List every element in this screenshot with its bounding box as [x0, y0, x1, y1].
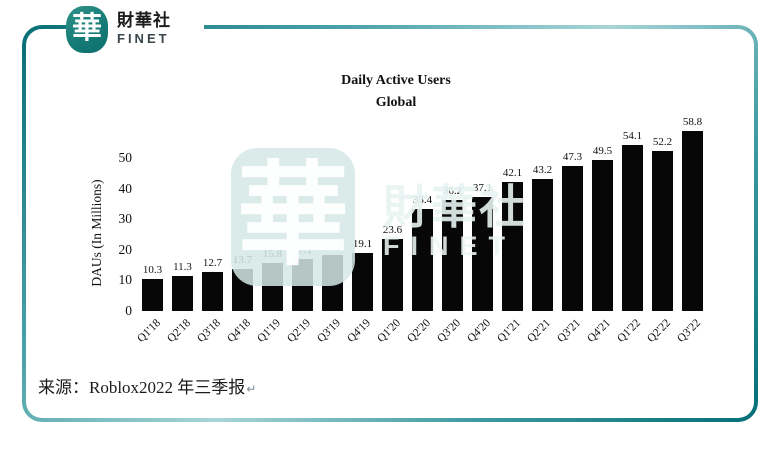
- brand-name-chinese: 財華社: [117, 10, 171, 30]
- chart-subtitle: Global: [375, 94, 417, 110]
- bar-value-label: 49.5: [592, 144, 613, 157]
- finet-logo-icon: 華: [66, 5, 108, 53]
- y-tick-label: 0: [125, 303, 132, 318]
- paragraph-return-mark: ↵: [246, 382, 257, 396]
- bar-Q2'20: [412, 208, 433, 311]
- bar-value-label: 23.6: [382, 223, 403, 236]
- watermark-brand-text: 財華社 FINET: [383, 182, 527, 262]
- bar-Q3'20: [442, 200, 463, 311]
- brand-text-block: 財華社 FINET: [117, 10, 171, 46]
- bar-value-label: 58.8: [682, 116, 703, 129]
- watermark-logo-icon: 華: [231, 148, 355, 286]
- bar-Q4'20: [472, 197, 493, 311]
- y-tick-label: 10: [118, 272, 133, 288]
- finet-brand-header: 華 財華社 FINET: [66, 1, 204, 57]
- bar-Q4'21: [592, 159, 613, 311]
- source-text: 来源：Roblox2022 年三季报: [38, 378, 246, 397]
- bar-Q1'20: [382, 238, 403, 311]
- watermark-brand-chinese: 財華社: [383, 182, 527, 233]
- bar-value-label: 11.3: [173, 261, 192, 274]
- bar-value-label: 43.2: [532, 163, 553, 176]
- bar-Q1'18: [142, 279, 163, 311]
- bar-Q2'22: [652, 151, 673, 311]
- y-tick-label: 50: [118, 150, 133, 165]
- y-tick-label: 30: [118, 211, 133, 227]
- source-caption: 来源：Roblox2022 年三季报↵: [38, 373, 256, 398]
- bar-value-label: 36.2: [442, 185, 463, 198]
- watermark-brand-english: FINET: [383, 231, 516, 262]
- bar-value-label: 42.1: [502, 167, 523, 180]
- logo-character: 華: [72, 12, 102, 45]
- y-tick-label: 40: [118, 180, 133, 196]
- brand-name-english: FINET: [117, 30, 170, 46]
- y-tick-label: 20: [118, 241, 133, 257]
- bar-Q1'22: [622, 145, 643, 311]
- bar-value-label: 47.3: [562, 151, 583, 164]
- watermark-logo-character: 華: [237, 155, 349, 279]
- bar-Q2'18: [172, 276, 193, 311]
- bar-value-label: 12.7: [202, 257, 223, 270]
- bar-value-label: 33.4: [412, 193, 433, 206]
- bar-Q3'22: [682, 131, 703, 311]
- bar-value-label: 52.2: [652, 136, 673, 149]
- bar-Q3'21: [562, 166, 583, 311]
- bar-Q4'19: [352, 252, 373, 311]
- bar-Q1'21: [502, 182, 523, 311]
- bar-value-label: 19.1: [352, 237, 373, 250]
- bar-value-label: 54.1: [622, 130, 643, 143]
- y-axis-title: DAUs (In Millions): [89, 179, 104, 287]
- chart-title: Daily Active Users: [341, 73, 451, 88]
- bar-Q3'18: [202, 272, 223, 311]
- bar-Q2'21: [532, 178, 553, 311]
- bar-value-label: 37.1: [472, 182, 493, 195]
- bar-value-label: 10.3: [142, 264, 163, 277]
- chart-title-block: Daily Active Users Global: [246, 70, 546, 113]
